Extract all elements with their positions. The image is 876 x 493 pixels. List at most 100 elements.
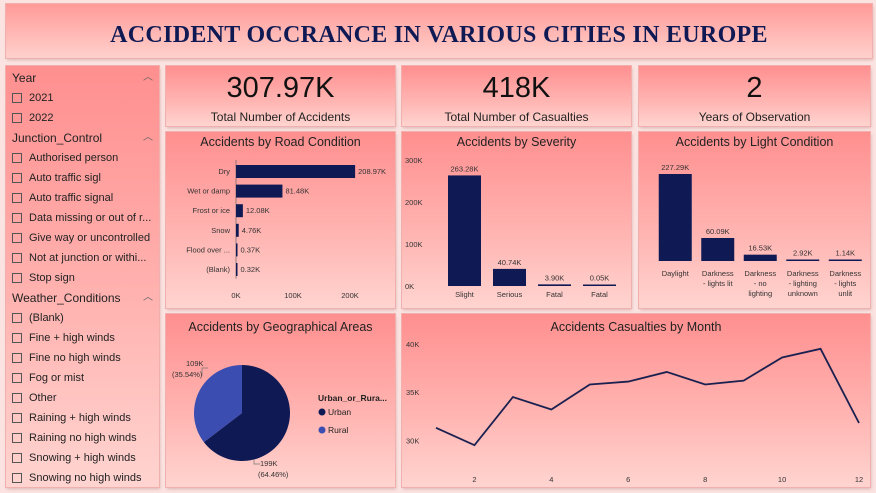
chart-title: Accidents by Severity: [456, 135, 577, 149]
chart-geographical-areas[interactable]: Accidents by Geographical Areas 109K (35.…: [166, 314, 395, 487]
casualties-line-chart: 30K 35K 40K 2 4 6 8 10 12: [406, 340, 863, 484]
chevron-up-icon[interactable]: ︿: [143, 292, 153, 303]
slicer-junction-item[interactable]: Auto traffic sigl: [6, 168, 159, 188]
data-label: 2.92K: [793, 249, 813, 258]
series-line: [435, 347, 860, 447]
slicer-junction-control-header[interactable]: Junction_Control ︿: [6, 128, 159, 148]
checkbox[interactable]: [12, 333, 22, 343]
bar: [786, 259, 820, 261]
slicer-weather-item[interactable]: Snowing no high winds: [6, 468, 159, 488]
checkbox[interactable]: [12, 193, 22, 203]
slicer-year-item[interactable]: 2022: [6, 108, 159, 128]
chart-severity[interactable]: Accidents by Severity 0K 100K 200K 300K 263.…: [402, 132, 631, 308]
slicer-junction-item[interactable]: Give way or uncontrolled: [6, 228, 159, 248]
pie-data-label: 199K: [260, 459, 278, 468]
checkbox[interactable]: [12, 453, 22, 463]
bar: [658, 174, 692, 261]
slicer-year-item[interactable]: 2021: [6, 88, 159, 108]
category-label: Snow: [211, 226, 230, 235]
kpi-card-casualties[interactable]: 418K Total Number of Casualties: [402, 66, 631, 126]
data-label: 40.74K: [498, 258, 522, 267]
category-label: Dry: [218, 167, 230, 176]
bar: [236, 223, 239, 237]
slicer-weather-item[interactable]: Fog or mist: [6, 368, 159, 388]
slicer-junction-item[interactable]: Auto traffic signal: [6, 188, 159, 208]
checkbox[interactable]: [12, 233, 22, 243]
slicer-junction-item[interactable]: Stop sign: [6, 268, 159, 288]
data-label: 16.53K: [748, 244, 772, 253]
y-tick-label: 100K: [405, 240, 423, 249]
pie-slice: [203, 365, 290, 461]
checkbox[interactable]: [12, 433, 22, 443]
y-tick-label: 40K: [406, 340, 419, 349]
checkbox[interactable]: [12, 373, 22, 383]
bar: [236, 184, 283, 198]
y-tick-label: 200K: [405, 198, 423, 207]
chart-road-condition[interactable]: Accidents by Road Condition Dry 208.97K We…: [166, 132, 395, 308]
data-label: 0.05K: [590, 274, 610, 283]
chevron-up-icon[interactable]: ︿: [143, 132, 153, 143]
checkbox[interactable]: [12, 313, 22, 323]
legend-label: Urban: [328, 407, 351, 417]
checkbox[interactable]: [12, 213, 22, 223]
checkbox[interactable]: [12, 173, 22, 183]
checkbox[interactable]: [12, 353, 22, 363]
kpi-value: 307.97K: [226, 72, 335, 104]
slicer-junction-item[interactable]: Data missing or out of r...: [6, 208, 159, 228]
checkbox[interactable]: [12, 113, 22, 123]
pie-data-label: 109K: [186, 359, 204, 368]
checkbox[interactable]: [12, 413, 22, 423]
category-label: Darkness - lights lit: [702, 269, 734, 288]
kpi-card-accidents[interactable]: 307.97K Total Number of Accidents: [166, 66, 395, 126]
kpi-label: Total Number of Casualties: [444, 110, 589, 124]
geographical-pie-chart: 109K (35.54%) 199K (64.46%) Urban_or_Rura...…: [172, 359, 387, 479]
category-label: (Blank): [206, 265, 230, 274]
leader-line: [253, 460, 260, 465]
category-label: Darkness - lights unlit: [829, 269, 861, 298]
x-tick-label: 4: [549, 475, 553, 484]
slicer-weather-item[interactable]: Fine + high winds: [6, 328, 159, 348]
slicer-weather-item[interactable]: Other: [6, 388, 159, 408]
category-label: Serious: [497, 290, 523, 299]
slicer-weather-item[interactable]: Raining + high winds: [6, 408, 159, 428]
legend-marker: [318, 408, 326, 416]
slicer-year: Year ︿ 2021 2022: [6, 68, 159, 128]
slicer-weather-item[interactable]: Fine no high winds: [6, 348, 159, 368]
checkbox[interactable]: [12, 273, 22, 283]
slicer-weather-conditions-header[interactable]: Weather_Conditions ︿: [6, 288, 159, 308]
checkbox[interactable]: [12, 93, 22, 103]
data-label: 1.14K: [835, 249, 855, 258]
category-label: Wet or damp: [187, 187, 230, 196]
slicer-weather-item[interactable]: (Blank): [6, 308, 159, 328]
y-tick-label: 30K: [406, 436, 419, 445]
chart-light-condition[interactable]: Accidents by Light Condition 227.29K Dayl…: [639, 132, 870, 308]
checkbox[interactable]: [12, 473, 22, 483]
dashboard-title-bar: ACCIDENT OCCRANCE IN VARIOUS CITIES IN E…: [6, 4, 872, 58]
kpi-value: 418K: [482, 72, 551, 104]
chevron-up-icon[interactable]: ︿: [143, 72, 153, 83]
category-label: Slight: [455, 290, 475, 299]
bar: [828, 259, 862, 261]
slicer-weather-item[interactable]: Snowing + high winds: [6, 448, 159, 468]
pie-slice: [194, 365, 242, 443]
x-tick-label: 6: [626, 475, 630, 484]
data-label: 12.08K: [246, 206, 270, 215]
slicer-junction-item[interactable]: Authorised person: [6, 148, 159, 168]
checkbox[interactable]: [12, 393, 22, 403]
checkbox[interactable]: [12, 253, 22, 263]
slicer-year-header[interactable]: Year ︿: [6, 68, 159, 88]
dashboard-title: ACCIDENT OCCRANCE IN VARIOUS CITIES IN E…: [110, 22, 768, 48]
slicer-junction-item[interactable]: Not at junction or withi...: [6, 248, 159, 268]
slicer-weather-item[interactable]: Raining no high winds: [6, 428, 159, 448]
x-tick-label: 2: [472, 475, 476, 484]
legend-marker: [318, 426, 326, 434]
chart-title: Accidents Casualties by Month: [550, 320, 722, 334]
light-condition-bar-chart: 227.29K Daylight 60.09K Darkness - lights li…: [658, 163, 862, 298]
chart-casualties-by-month[interactable]: Accidents Casualties by Month 30K 35K 40K 2…: [402, 314, 870, 487]
category-label: Fatal: [591, 290, 608, 299]
category-label: Darkness - no lighting: [744, 269, 776, 298]
kpi-card-years[interactable]: 2 Years of Observation: [639, 66, 870, 126]
checkbox[interactable]: [12, 153, 22, 163]
bar: [236, 165, 356, 178]
data-label: 60.09K: [706, 227, 730, 236]
